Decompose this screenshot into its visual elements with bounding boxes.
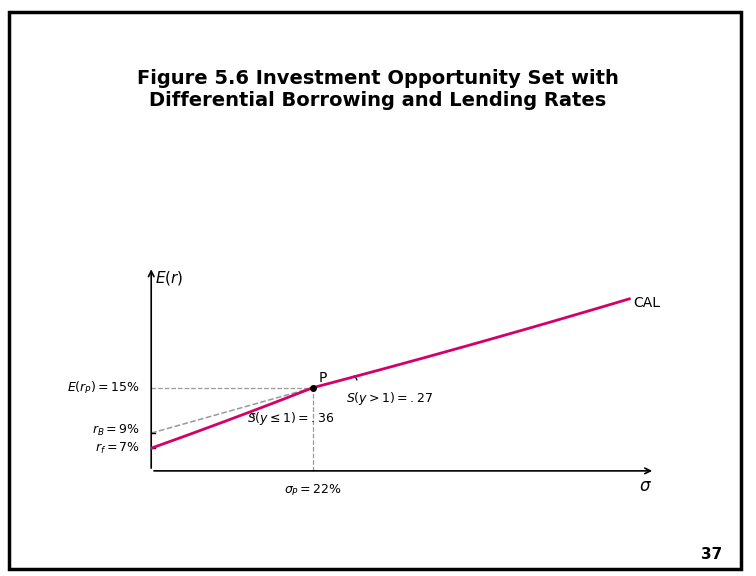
- Text: $E(r)$: $E(r)$: [155, 269, 183, 287]
- Text: Figure 5.6 Investment Opportunity Set with
Differential Borrowing and Lending Ra: Figure 5.6 Investment Opportunity Set wi…: [137, 69, 619, 110]
- Text: 37: 37: [701, 547, 722, 562]
- Text: $E(r_P) = 15\%$: $E(r_P) = 15\%$: [67, 380, 140, 396]
- Text: $S(y \leq 1) = .36$: $S(y \leq 1) = .36$: [246, 410, 334, 427]
- Text: P: P: [318, 371, 327, 385]
- Text: $\sigma$: $\sigma$: [640, 477, 652, 495]
- Text: $\sigma_P = 22\%$: $\sigma_P = 22\%$: [284, 483, 342, 498]
- Text: CAL: CAL: [633, 295, 660, 310]
- Text: $r_f = 7\%$: $r_f = 7\%$: [95, 441, 140, 456]
- Text: $r_B = 9\%$: $r_B = 9\%$: [92, 423, 140, 438]
- Text: $S(y > 1) = .27$: $S(y > 1) = .27$: [345, 390, 432, 407]
